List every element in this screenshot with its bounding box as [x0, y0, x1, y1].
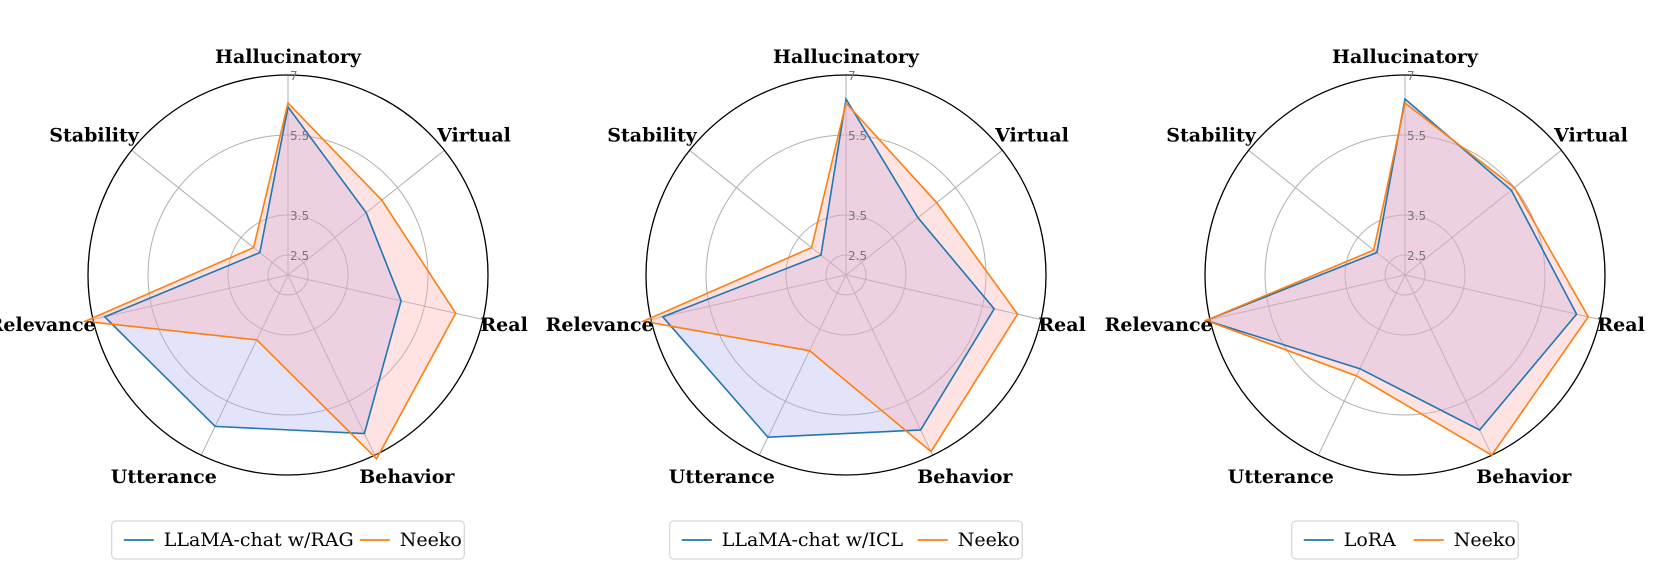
- axis-label: Stability: [607, 124, 698, 146]
- series-line: [103, 105, 402, 435]
- spoke: [758, 274, 847, 456]
- series-area: [104, 107, 402, 434]
- axis-label: Hallucinatory: [773, 46, 920, 68]
- axis-label: Hallucinatory: [1332, 46, 1479, 68]
- outer-ring: [1204, 74, 1606, 476]
- series-line: [1203, 97, 1578, 431]
- axis-label: Relevance: [1105, 314, 1213, 336]
- legend-label: Neeko: [400, 529, 462, 551]
- spoke: [1209, 274, 1406, 320]
- spoke: [1404, 274, 1601, 320]
- radial-tick-label: 7: [290, 69, 298, 83]
- radial-tick-label: 2.5: [290, 249, 309, 263]
- legend-box: [1291, 520, 1519, 560]
- spoke: [650, 274, 847, 320]
- axis-label: Utterance: [111, 466, 217, 488]
- axis-label: Real: [480, 314, 527, 336]
- series-line: [661, 96, 996, 438]
- radial-tick-label: 3.5: [848, 209, 867, 223]
- series-line: [1203, 101, 1590, 457]
- spoke: [1404, 149, 1562, 276]
- radial-tick-label: 5.5: [290, 129, 309, 143]
- axis-label: Behavior: [1476, 466, 1572, 488]
- legend-label: LLaMA-chat w/ICL: [722, 529, 904, 551]
- spoke: [131, 149, 289, 276]
- series-area: [643, 103, 1018, 452]
- axis-label: Stability: [1166, 124, 1257, 146]
- spoke: [845, 274, 1042, 320]
- spoke: [287, 274, 484, 320]
- spoke: [845, 149, 1003, 276]
- outer-ring: [87, 74, 489, 476]
- spoke: [1317, 274, 1406, 456]
- spoke: [200, 274, 289, 456]
- spoke: [689, 149, 847, 276]
- axis-label: Utterance: [1228, 466, 1334, 488]
- radial-tick-label: 5.5: [1407, 129, 1426, 143]
- outer-ring: [645, 74, 1047, 476]
- series-line: [82, 101, 457, 461]
- axis-label: Stability: [49, 124, 140, 146]
- spoke: [1248, 149, 1406, 276]
- spoke: [287, 274, 376, 456]
- legend-label: LoRA: [1344, 529, 1396, 551]
- legend-box: [111, 520, 465, 560]
- radial-tick-label: 5.5: [848, 129, 867, 143]
- axis-label: Behavior: [917, 466, 1013, 488]
- axis-label: Utterance: [669, 466, 775, 488]
- series-line: [640, 101, 1019, 453]
- spoke: [845, 274, 934, 456]
- radial-tick-label: 2.5: [848, 249, 867, 263]
- radial-tick-label: 7: [1407, 69, 1415, 83]
- series-area: [1206, 103, 1589, 456]
- axis-label: Real: [1038, 314, 1085, 336]
- axis-label: Relevance: [0, 314, 96, 336]
- legend-label: Neeko: [958, 529, 1020, 551]
- legend-label: Neeko: [1454, 529, 1516, 551]
- radial-tick-label: 3.5: [1407, 209, 1426, 223]
- axis-label: Behavior: [359, 466, 455, 488]
- legend-label: LLaMA-chat w/RAG: [164, 529, 354, 551]
- axis-label: Virtual: [994, 124, 1069, 146]
- axis-label: Hallucinatory: [215, 46, 362, 68]
- radial-tick-label: 3.5: [290, 209, 309, 223]
- axis-label: Real: [1597, 314, 1644, 336]
- series-area: [1206, 99, 1577, 430]
- series-area: [85, 103, 456, 459]
- axis-label: Virtual: [436, 124, 511, 146]
- legend-box: [669, 520, 1023, 560]
- radial-tick-label: 7: [848, 69, 856, 83]
- spoke: [1404, 274, 1493, 456]
- axis-label: Relevance: [546, 314, 654, 336]
- radial-tick-label: 2.5: [1407, 249, 1426, 263]
- axis-label: Virtual: [1553, 124, 1628, 146]
- series-area: [662, 99, 995, 438]
- spoke: [92, 274, 289, 320]
